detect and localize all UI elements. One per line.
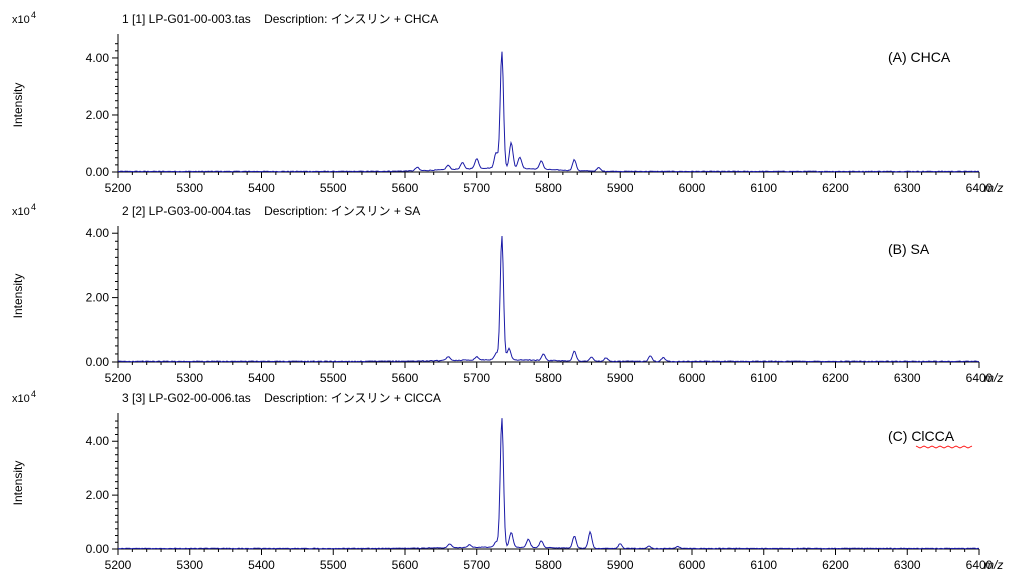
scale-factor: x10	[12, 206, 30, 218]
x-tick-label: 6300	[894, 371, 921, 385]
scale-exponent: 4	[31, 10, 36, 20]
y-tick-label: 2.00	[86, 488, 110, 502]
x-tick-label: 5500	[320, 558, 347, 572]
x-tick-label: 5900	[607, 558, 634, 572]
x-tick-label: 6100	[750, 558, 777, 572]
spectrum-trace	[117, 418, 980, 550]
x-unit-label: m/z	[984, 181, 1003, 195]
x-tick-label: 6300	[894, 558, 921, 572]
x-tick-label: 5200	[105, 181, 132, 195]
x-tick-label: 5700	[463, 371, 490, 385]
x-tick-label: 5800	[535, 371, 562, 385]
x-tick-label: 6000	[679, 181, 706, 195]
spectrum-trace	[117, 51, 980, 173]
y-tick-label: 0.00	[86, 542, 110, 556]
y-tick-label: 4.00	[86, 51, 110, 65]
x-tick-label: 6300	[894, 181, 921, 195]
scale-factor: x10	[12, 14, 30, 26]
x-tick-label: 5900	[607, 371, 634, 385]
x-tick-label: 6400	[966, 181, 993, 195]
scale-factor: x10	[12, 393, 30, 405]
x-tick-label: 5400	[248, 371, 275, 385]
scale-exponent: 4	[31, 202, 36, 212]
x-tick-label: 6200	[822, 371, 849, 385]
y-tick-label: 4.00	[86, 226, 110, 240]
y-axis-label: Intensity	[11, 83, 25, 128]
x-tick-label: 5800	[535, 558, 562, 572]
x-tick-label: 5500	[320, 371, 347, 385]
x-tick-label: 5200	[105, 371, 132, 385]
panel-header: 2 [2] LP-G03-00-004.tas Description: インス…	[122, 204, 420, 218]
matrix-annotation: (A) CHCA	[888, 49, 951, 65]
x-tick-label: 5300	[176, 371, 203, 385]
x-tick-label: 5700	[463, 181, 490, 195]
x-tick-label: 6200	[822, 181, 849, 195]
y-tick-label: 0.00	[86, 165, 110, 179]
y-axis-label: Intensity	[11, 274, 25, 319]
y-tick-label: 0.00	[86, 355, 110, 369]
y-tick-label: 2.00	[86, 108, 110, 122]
matrix-annotation: (B) SA	[888, 241, 930, 257]
x-unit-label: m/z	[984, 371, 1003, 385]
x-unit-label: m/z	[984, 558, 1003, 572]
x-tick-label: 5900	[607, 181, 634, 195]
x-tick-label: 5400	[248, 181, 275, 195]
spellcheck-squiggle	[915, 445, 973, 449]
x-tick-label: 5400	[248, 558, 275, 572]
x-tick-label: 6100	[750, 371, 777, 385]
y-tick-label: 4.00	[86, 434, 110, 448]
panel-header: 3 [3] LP-G02-00-006.tas Description: インス…	[122, 391, 441, 405]
x-tick-label: 5200	[105, 558, 132, 572]
y-axis-label: Intensity	[11, 461, 25, 506]
x-tick-label: 5300	[176, 181, 203, 195]
x-tick-label: 6400	[966, 558, 993, 572]
matrix-annotation: (C) ClCCA	[888, 428, 955, 444]
spectrum-panel-1: 1 [1] LP-G01-00-003.tas Description: インス…	[11, 10, 1003, 195]
x-tick-label: 5600	[392, 181, 419, 195]
x-tick-label: 5600	[392, 371, 419, 385]
x-tick-label: 5800	[535, 181, 562, 195]
x-tick-label: 6400	[966, 371, 993, 385]
x-tick-label: 6000	[679, 558, 706, 572]
x-tick-label: 6200	[822, 558, 849, 572]
x-tick-label: 5600	[392, 558, 419, 572]
spectrum-panel-2: 2 [2] LP-G03-00-004.tas Description: インス…	[11, 202, 1003, 385]
x-tick-label: 6000	[679, 371, 706, 385]
y-tick-label: 2.00	[86, 291, 110, 305]
x-tick-label: 5700	[463, 558, 490, 572]
panel-header: 1 [1] LP-G01-00-003.tas Description: インス…	[122, 12, 438, 26]
x-tick-label: 6100	[750, 181, 777, 195]
scale-exponent: 4	[31, 389, 36, 399]
spectrum-trace	[117, 235, 980, 363]
x-tick-label: 5500	[320, 181, 347, 195]
x-tick-label: 5300	[176, 558, 203, 572]
spectrum-panel-3: 3 [3] LP-G02-00-006.tas Description: インス…	[11, 389, 1003, 572]
